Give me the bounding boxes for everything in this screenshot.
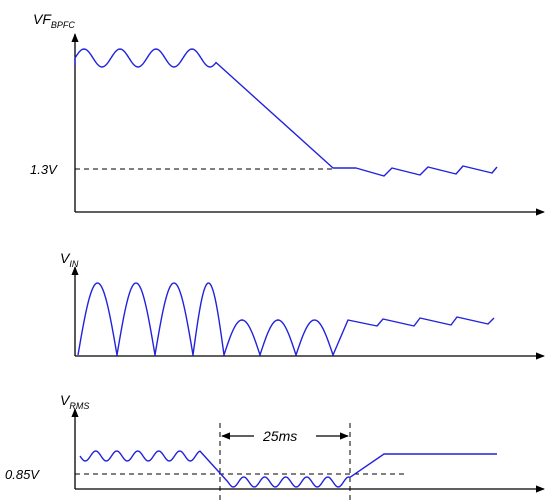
vf-level-label: 1.3V	[30, 162, 58, 177]
vrms-trace	[79, 450, 497, 488]
vf-axis-label: VFBPFC	[33, 11, 75, 30]
interval-label: 25ms	[262, 428, 297, 444]
vf-bpfc-panel: VFBPFC 1.3V	[30, 11, 545, 216]
vrms-axis-label: VRMS	[60, 392, 89, 411]
vf-bpfc-trace	[74, 48, 498, 177]
vin-panel: VIN	[60, 250, 545, 360]
vrms-level-label: 0.85V	[5, 467, 40, 482]
vin-axis-label: VIN	[60, 250, 79, 269]
vrms-panel: VRMS 0.85V 25ms	[5, 392, 545, 500]
vin-trace	[77, 282, 495, 356]
